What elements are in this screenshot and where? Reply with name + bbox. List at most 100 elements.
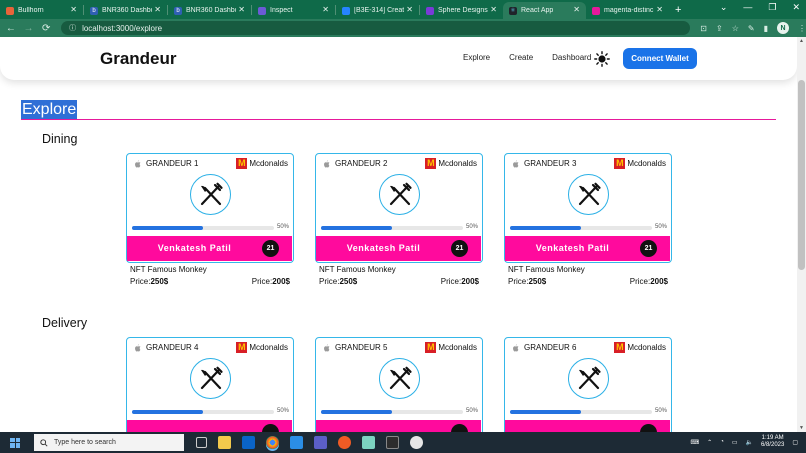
card-progress-bar	[510, 226, 652, 230]
apple-icon	[324, 343, 330, 351]
terminal-icon[interactable]	[386, 436, 399, 449]
keyboard-layout-icon[interactable]: ⌨	[690, 439, 700, 446]
section-title: Delivery	[42, 316, 88, 330]
progress-label: 50%	[465, 408, 478, 414]
browser-tab[interactable]: Inspect ✕	[252, 2, 335, 19]
chrome-icon[interactable]	[266, 436, 279, 449]
side-panel-icon[interactable]: ▮	[763, 23, 768, 33]
progress-fill	[510, 226, 581, 230]
slack-icon[interactable]	[410, 436, 423, 449]
owner-name: Venkatesh Patil	[535, 243, 610, 253]
profile-avatar[interactable]: N	[776, 22, 789, 34]
owner-badge	[451, 424, 468, 432]
mongodb-compass-icon[interactable]	[362, 436, 375, 449]
site-info-icon[interactable]: ⓘ	[69, 25, 77, 32]
close-icon[interactable]: ✕	[322, 5, 329, 14]
card-title: GRANDEUR 2	[335, 159, 388, 168]
nft-card[interactable]: GRANDEUR 6 M Mcdonalds 50%	[504, 337, 672, 432]
search-icon	[40, 438, 48, 447]
nft-card[interactable]: GRANDEUR 1 M Mcdonalds 50% Venkatesh Patil 21	[126, 153, 294, 263]
postman-icon[interactable]	[338, 436, 351, 449]
taskbar-search-input[interactable]: Type here to search	[34, 434, 184, 451]
price-label: Price:	[319, 277, 340, 286]
scrollbar-thumb[interactable]	[798, 80, 805, 270]
nav-link-explore[interactable]: Explore	[463, 53, 491, 62]
fork-knife-icon	[200, 366, 223, 389]
forward-icon[interactable]: →	[23, 22, 34, 34]
scroll-up-icon[interactable]: ▲	[799, 38, 804, 44]
price-value: 250$	[339, 277, 358, 286]
nft-card[interactable]: GRANDEUR 4 M Mcdonalds 50%	[126, 337, 294, 432]
tab-title: BNR360 Dashboa	[186, 7, 236, 14]
file-explorer-icon[interactable]	[218, 436, 231, 449]
apple-icon	[135, 343, 141, 351]
notifications-icon[interactable]: ▢	[792, 439, 798, 446]
browser-tab[interactable]: Sphere Designs ✕	[420, 2, 503, 19]
outlook-icon[interactable]	[242, 436, 255, 449]
teams-icon[interactable]	[314, 436, 327, 449]
browser-tab[interactable]: b BNR360 Dashboa✕	[168, 2, 251, 19]
clock[interactable]: 1:19 AM 6/8/2023	[761, 435, 784, 449]
chevron-down-icon[interactable]: ⌄	[719, 2, 728, 12]
card-brand-label: Mcdonalds	[438, 159, 477, 168]
vscode-icon[interactable]	[290, 436, 303, 449]
nft-card[interactable]: GRANDEUR 3 M Mcdonalds 50% Venkatesh Patil 21	[504, 153, 672, 263]
connect-wallet-button[interactable]: Connect Wallet	[623, 48, 697, 69]
close-icon[interactable]: ✕	[406, 5, 413, 14]
scroll-down-icon[interactable]: ▼	[799, 425, 804, 431]
browser-tab[interactable]: b BNR360 Dashboa✕	[84, 2, 167, 19]
mcdonalds-logo-icon: M	[425, 158, 437, 169]
battery-icon[interactable]: ▭	[731, 439, 738, 446]
card-image	[568, 358, 609, 399]
close-icon[interactable]: ✕	[238, 5, 245, 14]
task-view-icon[interactable]	[196, 437, 207, 448]
reload-icon[interactable]: ⟳	[42, 22, 51, 34]
price-value: 200$	[461, 277, 479, 286]
mcdonalds-logo-icon: M	[236, 342, 248, 353]
new-tab-button[interactable]: +	[675, 3, 682, 16]
tab-title: BNR360 Dashboa	[102, 7, 152, 14]
close-icon[interactable]: ✕	[70, 5, 77, 14]
nav-link-create[interactable]: Create	[509, 53, 534, 62]
browser-tab-active[interactable]: ⚛ React App ✕	[503, 2, 586, 19]
card-title: GRANDEUR 3	[524, 159, 577, 168]
card-progress-bar	[132, 410, 274, 414]
back-icon[interactable]: ←	[5, 22, 16, 34]
address-bar[interactable]: ⓘ localhost:3000/explore	[61, 21, 691, 35]
menu-kebab-icon[interactable]: ⋮	[797, 23, 806, 33]
chevron-up-icon[interactable]: ⌃	[707, 439, 713, 446]
close-icon[interactable]: ✕	[573, 5, 580, 14]
site-brand-logo[interactable]: Grandeur	[100, 49, 177, 68]
close-icon[interactable]: ✕	[154, 5, 161, 14]
sun-theme-toggle-icon[interactable]	[594, 51, 610, 67]
close-icon[interactable]: ✕	[490, 5, 497, 14]
browser-tab[interactable]: [B3E-314] Create ✕	[336, 2, 419, 19]
close-icon[interactable]: ✕	[656, 5, 663, 14]
card-image	[190, 358, 231, 399]
search-placeholder: Type here to search	[54, 439, 116, 446]
bookmark-star-icon[interactable]: ☆	[731, 23, 739, 33]
card-brand: M Mcdonalds	[425, 158, 477, 169]
minimize-icon[interactable]: —	[743, 2, 753, 12]
windows-start-icon[interactable]	[10, 437, 20, 448]
share-icon[interactable]: ⇪	[716, 23, 723, 33]
nav-link-dashboard[interactable]: Dashboard	[552, 53, 592, 62]
url-text[interactable]: localhost:3000/explore	[82, 23, 163, 33]
restore-icon[interactable]: ❐	[768, 2, 777, 12]
close-window-icon[interactable]: ✕	[792, 2, 800, 12]
owner-bar: Venkatesh Patil 21	[127, 236, 292, 261]
network-icon[interactable]: ◔	[720, 439, 724, 445]
page-scrollbar[interactable]: ▲ ▼	[797, 37, 806, 432]
install-app-icon[interactable]: ⊡	[700, 23, 707, 33]
page-viewport: Grandeur Explore Create Dashboard Connec…	[0, 37, 806, 432]
browser-tab[interactable]: magenta-distinc ✕	[586, 2, 669, 19]
nft-card[interactable]: GRANDEUR 2 M Mcdonalds 50% Venkatesh Patil 21	[315, 153, 483, 263]
browser-tab[interactable]: Bullhorn ✕	[0, 2, 83, 19]
nft-card[interactable]: GRANDEUR 5 M Mcdonalds 50%	[315, 337, 483, 432]
nft-name: NFT Famous Monkey	[319, 265, 396, 274]
volume-icon[interactable]: 🔈	[745, 439, 753, 446]
card-brand: M Mcdonalds	[236, 342, 288, 353]
progress-label: 50%	[276, 224, 289, 230]
extensions-icon[interactable]: ✎	[747, 23, 755, 33]
apple-icon	[513, 343, 519, 351]
